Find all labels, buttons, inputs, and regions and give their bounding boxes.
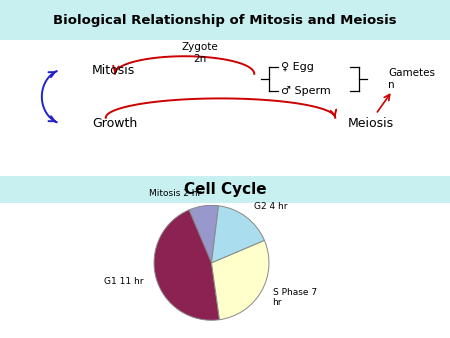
Text: G2 4 hr: G2 4 hr (254, 202, 287, 211)
Text: G1 11 hr: G1 11 hr (104, 277, 144, 286)
Text: ♂ Sperm: ♂ Sperm (281, 86, 331, 96)
Text: Meiosis: Meiosis (347, 117, 393, 129)
Wedge shape (154, 210, 220, 320)
Wedge shape (212, 206, 265, 263)
Text: Zygote
2n: Zygote 2n (182, 42, 219, 64)
Wedge shape (189, 206, 219, 263)
Bar (0, 176, 450, 203)
Text: ♀ Egg: ♀ Egg (281, 63, 314, 72)
Wedge shape (212, 240, 269, 320)
Text: Cell Cycle: Cell Cycle (184, 182, 266, 197)
Bar (0, 203, 450, 338)
Text: S Phase 7
hr: S Phase 7 hr (273, 288, 317, 307)
Text: Mitosis: Mitosis (92, 64, 135, 77)
Text: Mitosis 2 hr: Mitosis 2 hr (149, 189, 202, 198)
Text: Gametes
n: Gametes n (388, 68, 435, 90)
Text: Biological Relationship of Mitosis and Meiosis: Biological Relationship of Mitosis and M… (53, 14, 397, 27)
Bar (0, 41, 450, 176)
Text: Growth: Growth (92, 117, 138, 129)
Bar (0, 0, 450, 41)
